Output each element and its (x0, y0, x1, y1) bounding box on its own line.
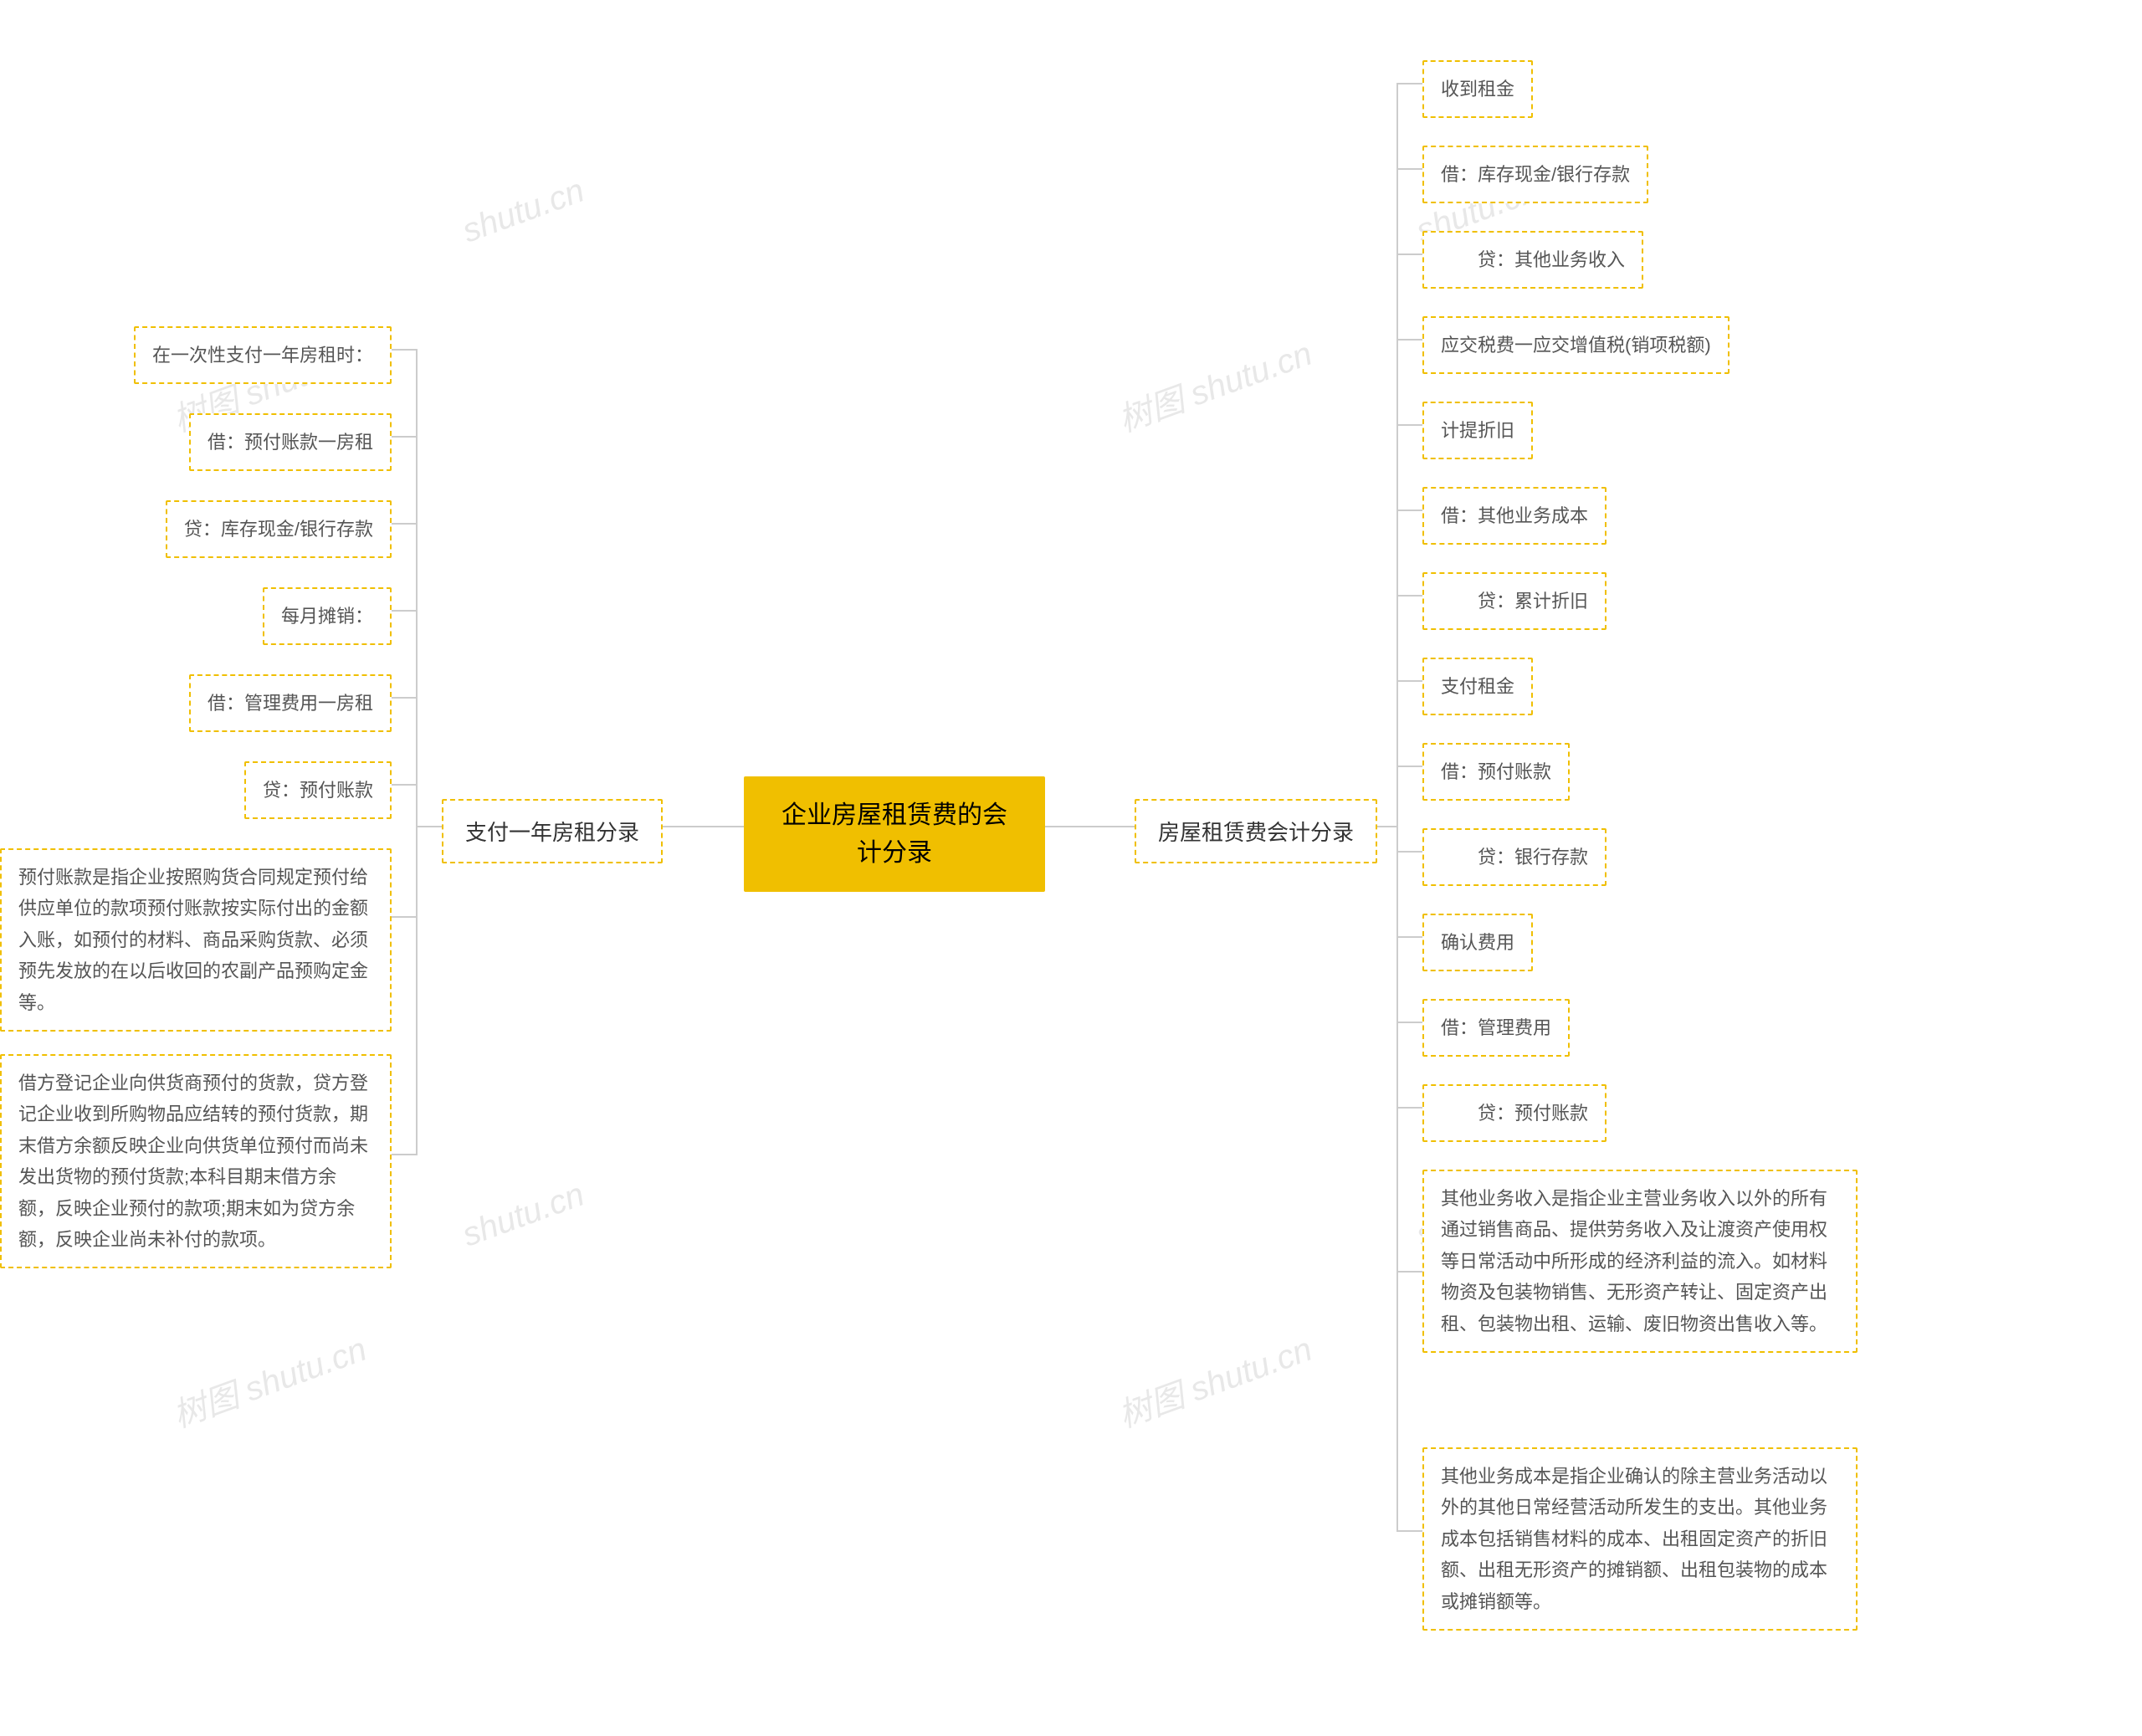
leaf-right: 借：预付账款 (1422, 743, 1570, 801)
leaf-right: 应交税费一应交增值税(销项税额) (1422, 316, 1729, 374)
leaf-left: 在一次性支付一年房租时： (134, 326, 392, 384)
leaf-right: 其他业务成本是指企业确认的除主营业务活动以外的其他日常经营活动所发生的支出。其他… (1422, 1447, 1858, 1631)
branch-right: 房屋租赁费会计分录 (1135, 799, 1377, 863)
leaf-right: 借：库存现金/银行存款 (1422, 146, 1648, 203)
watermark: 树图 shutu.cn (1110, 326, 1318, 441)
leaf-left: 借：管理费用一房租 (189, 674, 392, 732)
leaf-right: 贷：预付账款 (1422, 1084, 1606, 1142)
leaf-right: 借：其他业务成本 (1422, 487, 1606, 545)
leaf-right: 贷：累计折旧 (1422, 572, 1606, 630)
leaf-right: 确认费用 (1422, 914, 1533, 971)
root-node: 企业房屋租赁费的会计分录 (744, 776, 1045, 892)
watermark: shutu.cn (458, 172, 589, 250)
watermark: 树图 shutu.cn (165, 1322, 372, 1436)
leaf-left: 贷：预付账款 (244, 761, 392, 819)
leaf-left: 贷：库存现金/银行存款 (166, 500, 392, 558)
leaf-right: 借：管理费用 (1422, 999, 1570, 1057)
leaf-right: 支付租金 (1422, 658, 1533, 715)
leaf-left: 借：预付账款一房租 (189, 413, 392, 471)
leaf-right: 贷：银行存款 (1422, 828, 1606, 886)
leaf-right: 其他业务收入是指企业主营业务收入以外的所有通过销售商品、提供劳务收入及让渡资产使… (1422, 1170, 1858, 1353)
branch-left: 支付一年房租分录 (442, 799, 663, 863)
watermark: 树图 shutu.cn (1110, 1322, 1318, 1436)
watermark: shutu.cn (458, 1175, 589, 1254)
leaf-right: 收到租金 (1422, 60, 1533, 118)
leaf-left: 预付账款是指企业按照购货合同规定预付给供应单位的款项预付账款按实际付出的金额入账… (0, 848, 392, 1032)
leaf-right: 贷：其他业务收入 (1422, 231, 1643, 289)
leaf-left: 每月摊销： (263, 587, 392, 645)
leaf-right: 计提折旧 (1422, 402, 1533, 459)
leaf-left: 借方登记企业向供货商预付的货款，贷方登记企业收到所购物品应结转的预付货款，期末借… (0, 1054, 392, 1268)
